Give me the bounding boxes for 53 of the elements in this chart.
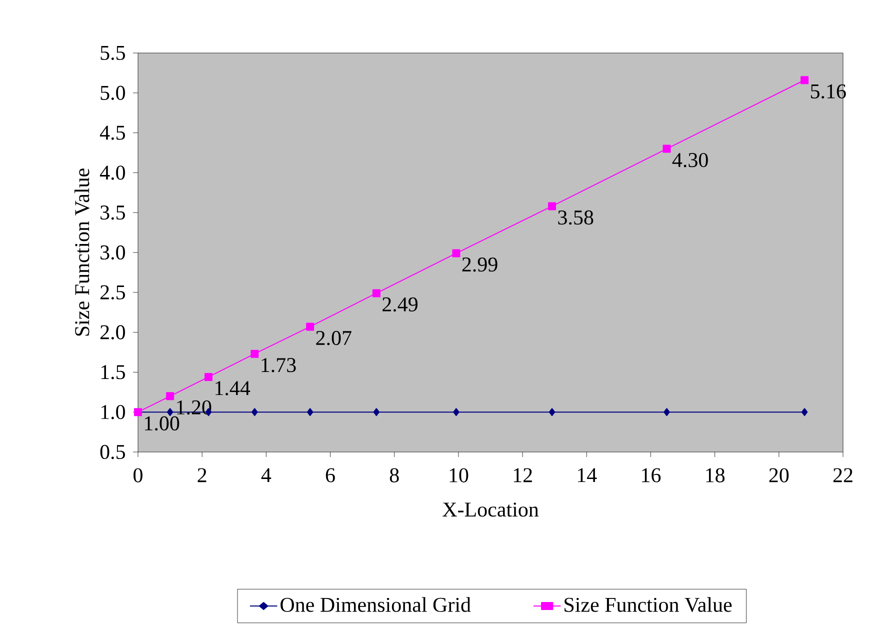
data-label: 1.00: [145, 416, 180, 431]
x-tick-label: 6: [326, 468, 335, 482]
x-tick-label: 22: [833, 468, 852, 482]
data-label: 2.49: [382, 297, 418, 312]
point: [452, 249, 460, 258]
x-axis-title: X-Location: [442, 502, 539, 517]
point: [166, 408, 174, 416]
legend-label: One Dimensional Grid: [280, 597, 471, 612]
y-tick-label: 3.0: [100, 245, 126, 260]
y-tick-label: 2.0: [100, 325, 126, 340]
y-tick-label: 5.5: [100, 46, 125, 60]
y-axis-title: Size Function Value: [74, 168, 90, 336]
y-tick-label: 4.0: [100, 166, 126, 180]
point: [306, 322, 314, 331]
point: [662, 144, 671, 153]
point: [372, 289, 380, 298]
x-tick-label: 18: [706, 468, 725, 482]
x-tick-label: 2: [198, 468, 206, 482]
point: [548, 202, 556, 210]
x-tick-label: 16: [642, 468, 661, 482]
x-tick-label: 4: [261, 468, 272, 482]
y-tick-label: 2.5: [100, 285, 125, 300]
point: [166, 392, 174, 400]
y-tick-label: 0.5: [100, 444, 125, 460]
y-tick-label: 5.0: [100, 86, 126, 100]
x-tick-label: 20: [769, 468, 789, 482]
point: [306, 408, 314, 416]
x-tick-label: 8: [390, 468, 399, 482]
point: [664, 408, 670, 416]
data-label: 1.44: [216, 381, 250, 396]
point: [548, 408, 556, 416]
y-tick-label: 1.0: [101, 404, 126, 420]
point: [204, 372, 212, 381]
point: [453, 408, 460, 416]
point: [250, 350, 259, 358]
data-label: 3.58: [558, 210, 594, 225]
point: [801, 408, 808, 416]
x-tick-label: 0: [134, 468, 142, 482]
data-label: 2.07: [316, 330, 352, 346]
y-tick-label: 1.5: [101, 365, 125, 380]
point: [252, 408, 258, 416]
x-tick-label: 12: [514, 468, 532, 482]
data-label: 4.30: [672, 152, 708, 168]
data-label: 1.73: [262, 358, 296, 372]
data-label: 5.16: [810, 84, 846, 99]
x-tick-label: 14: [578, 468, 597, 482]
y-tick-label: 4.5: [100, 126, 125, 140]
x-tick-label: 10: [450, 468, 468, 482]
legend-label: Size Function Value: [564, 597, 732, 612]
y-tick-label: 3.5: [100, 206, 125, 220]
point: [800, 76, 809, 84]
data-label: 2.99: [462, 257, 498, 272]
point: [373, 408, 380, 416]
